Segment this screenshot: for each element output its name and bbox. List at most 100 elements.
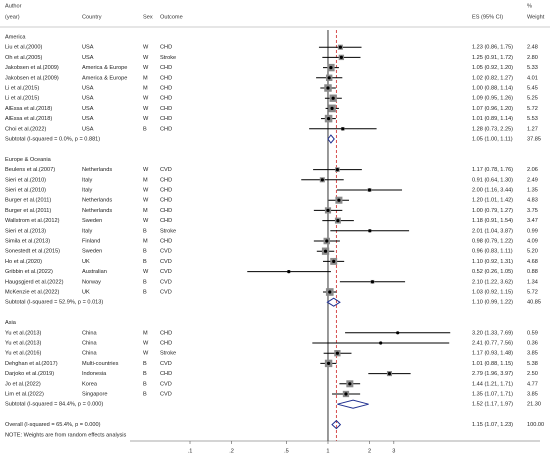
point-estimate bbox=[320, 178, 324, 182]
study-country: China bbox=[82, 330, 98, 336]
study-es: 2.01 (1.04, 3.87) bbox=[472, 228, 513, 234]
study-author: Oh et al.(2005) bbox=[5, 55, 42, 61]
study-sex: B bbox=[143, 279, 147, 285]
study-author: Dehghan et al.(2017) bbox=[5, 361, 58, 367]
study-sex: B bbox=[143, 249, 147, 255]
study-es: 1.44 (1.21, 1.71) bbox=[472, 381, 513, 387]
study-country: Finland bbox=[82, 238, 100, 244]
study-es: 1.01 (0.88, 1.15) bbox=[472, 361, 513, 367]
point-estimate bbox=[332, 259, 336, 263]
point-estimate bbox=[330, 106, 334, 110]
study-weight: 5.45 bbox=[527, 85, 538, 91]
study-sex: B bbox=[143, 391, 147, 397]
x-tick-label: .1 bbox=[188, 448, 193, 454]
study-country: America & Europe bbox=[82, 65, 127, 71]
study-es: 1.09 (0.95, 1.26) bbox=[472, 96, 513, 102]
point-estimate bbox=[396, 331, 400, 335]
study-es: 0.52 (0.26, 1.05) bbox=[472, 269, 513, 275]
study-sex: B bbox=[143, 381, 147, 387]
study-outcome: CHD bbox=[160, 371, 172, 377]
study-author: Sieri et al.(2010) bbox=[5, 187, 46, 193]
x-tick-label: 2 bbox=[368, 448, 371, 454]
study-outcome: CVD bbox=[160, 269, 172, 275]
study-country: Sweden bbox=[82, 218, 102, 224]
study-weight: 4.09 bbox=[527, 238, 538, 244]
study-outcome: CVD bbox=[160, 167, 172, 173]
point-estimate bbox=[336, 219, 340, 223]
study-sex: M bbox=[143, 238, 148, 244]
study-author: Choi et al.(2022) bbox=[5, 126, 46, 132]
study-sex: M bbox=[143, 208, 148, 214]
study-outcome: CVD bbox=[160, 249, 172, 255]
study-sex: W bbox=[143, 106, 149, 112]
header-outcome: Outcome bbox=[160, 14, 183, 20]
study-outcome: CHD bbox=[160, 65, 172, 71]
study-es: 1.28 (0.73, 2.25) bbox=[472, 126, 513, 132]
study-outcome: CHD bbox=[160, 85, 172, 91]
study-country: Italy bbox=[82, 177, 92, 183]
subtotal-label: Subtotal (I-squared = 52.9%, p = 0.013) bbox=[5, 300, 103, 306]
point-estimate bbox=[327, 76, 331, 80]
study-weight: 0.88 bbox=[527, 269, 538, 275]
pooled-weight: 37.85 bbox=[527, 136, 541, 142]
group-name: Europe & Oceania bbox=[5, 157, 52, 163]
study-country: Italy bbox=[82, 228, 92, 234]
study-es: 2.41 (0.77, 7.56) bbox=[472, 340, 513, 346]
study-author: Simila et al.(2013) bbox=[5, 238, 50, 244]
study-outcome: CVD bbox=[160, 259, 172, 265]
study-weight: 5.20 bbox=[527, 249, 538, 255]
study-es: 0.96 (0.83, 1.11) bbox=[472, 249, 513, 255]
study-weight: 4.77 bbox=[527, 381, 538, 387]
study-es: 2.79 (1.96, 3.97) bbox=[472, 371, 513, 377]
study-country: Singapore bbox=[82, 391, 108, 397]
point-estimate bbox=[379, 341, 383, 345]
study-country: USA bbox=[82, 96, 94, 102]
study-es: 1.18 (0.91, 1.54) bbox=[472, 218, 513, 224]
study-author: Lim et al.(2022) bbox=[5, 391, 44, 397]
study-country: Italy bbox=[82, 187, 92, 193]
study-sex: W bbox=[143, 116, 149, 122]
study-es: 1.03 (0.92, 1.15) bbox=[472, 289, 513, 295]
point-estimate bbox=[348, 382, 352, 386]
study-weight: 3.85 bbox=[527, 351, 538, 357]
study-weight: 0.99 bbox=[527, 228, 538, 234]
study-es: 2.10 (1.22, 3.62) bbox=[472, 279, 513, 285]
study-country: USA bbox=[82, 116, 94, 122]
header-es: ES (95% CI) bbox=[472, 14, 503, 20]
study-sex: W bbox=[143, 45, 149, 51]
group-name: Asia bbox=[5, 320, 17, 326]
study-outcome: CVD bbox=[160, 391, 172, 397]
study-country: USA bbox=[82, 126, 94, 132]
header-weight: Weight bbox=[527, 14, 545, 20]
study-es: 1.25 (0.91, 1.72) bbox=[472, 55, 513, 61]
study-sex: W bbox=[143, 340, 149, 346]
study-weight: 4.68 bbox=[527, 259, 538, 265]
study-country: UK bbox=[82, 289, 90, 295]
study-author: Burger et al.(2011) bbox=[5, 198, 51, 204]
pooled-weight: 100.00 bbox=[527, 422, 544, 428]
study-outcome: CHD bbox=[160, 106, 172, 112]
study-outcome: Stroke bbox=[160, 228, 176, 234]
study-outcome: Stroke bbox=[160, 351, 176, 357]
study-sex: W bbox=[143, 187, 149, 193]
study-country: USA bbox=[82, 106, 94, 112]
study-author: Yu et al.(2013) bbox=[5, 340, 42, 346]
study-es: 0.98 (0.79, 1.22) bbox=[472, 238, 513, 244]
study-outcome: CHD bbox=[160, 116, 172, 122]
study-es: 1.00 (0.79, 1.27) bbox=[472, 208, 513, 214]
study-author: Sieri et al.(2013) bbox=[5, 228, 46, 234]
study-author: Yu et al.(2016) bbox=[5, 351, 42, 357]
header-sex: Sex bbox=[143, 14, 153, 20]
pooled-diamond bbox=[337, 399, 369, 409]
study-outcome: CHD bbox=[160, 330, 172, 336]
study-weight: 4.83 bbox=[527, 198, 538, 204]
study-author: Jakobsen et al.(2009) bbox=[5, 75, 59, 81]
point-estimate bbox=[387, 372, 392, 376]
study-author: Darjoko et al.(2019) bbox=[5, 371, 54, 377]
note: NOTE: Weights are from random effects an… bbox=[5, 432, 127, 438]
study-sex: M bbox=[143, 75, 148, 81]
study-es: 1.17 (0.78, 1.76) bbox=[472, 167, 513, 173]
study-weight: 3.85 bbox=[527, 391, 538, 397]
study-es: 1.20 (1.01, 1.42) bbox=[472, 198, 513, 204]
study-sex: W bbox=[143, 351, 149, 357]
